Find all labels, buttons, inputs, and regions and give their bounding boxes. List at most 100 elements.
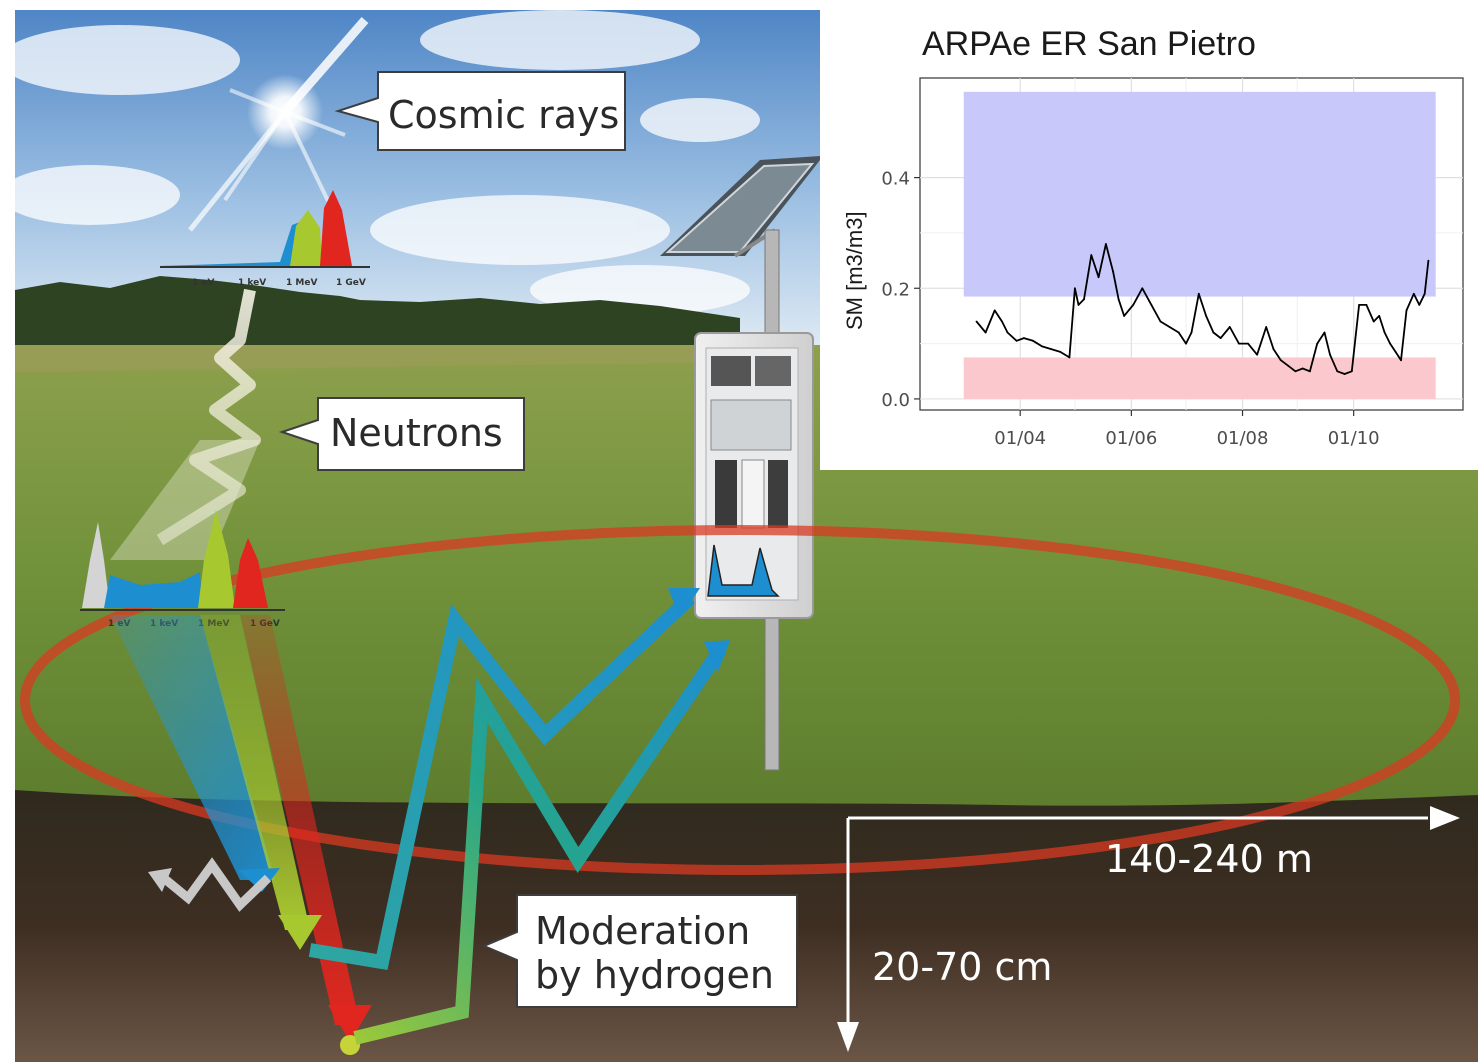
epithermal-neutron-beam (200, 615, 310, 930)
y-tick-label: 0.2 (881, 279, 910, 300)
data-point (1389, 342, 1392, 345)
data-point (1350, 370, 1353, 373)
data-point (984, 331, 987, 334)
series-layer (975, 243, 1430, 375)
data-point (1343, 373, 1346, 375)
shaded-bands (963, 91, 1436, 399)
data-point (1316, 342, 1319, 345)
data-point (1237, 342, 1240, 345)
data-point (1001, 320, 1003, 323)
data-point (1329, 353, 1331, 356)
primary-spectrum-icon (160, 190, 370, 268)
y-axis-title: SM [m3/m3] (842, 211, 867, 330)
spectrum-tick-label: 1 keV (238, 278, 266, 288)
moderation-label-line1: Moderation (535, 909, 750, 953)
data-point (1256, 353, 1258, 356)
data-point (1112, 270, 1115, 273)
moderated-neutron-path-2 (353, 646, 726, 1045)
data-point (1083, 298, 1085, 301)
data-point (975, 320, 978, 323)
data-point (1185, 342, 1187, 345)
moderation-label-line2: by hydrogen (535, 953, 774, 997)
data-point (1383, 331, 1386, 334)
data-point (1022, 337, 1025, 339)
spectrum-tick-label: 1 eV (192, 278, 214, 288)
data-point (1423, 292, 1426, 295)
data-point (1050, 348, 1053, 351)
data-point (1197, 292, 1200, 295)
dry-range-band (963, 357, 1436, 399)
data-point (993, 309, 996, 312)
moderated-neutron-path-1 (308, 592, 695, 971)
secondary-spectrum-icon (80, 510, 285, 611)
soil-moisture-chart: ARPAe ER San Pietro SM [m3/m3] 0.0 0.2 0.4… (820, 0, 1478, 470)
data-point (1190, 331, 1193, 334)
data-point (1427, 259, 1430, 262)
moderated-arrowhead-2 (704, 640, 730, 672)
data-point (1150, 303, 1153, 306)
data-point (1059, 351, 1062, 353)
y-tick-label: 0.0 (881, 390, 910, 411)
x-tick-label: 01/08 (1217, 428, 1269, 449)
y-tick-label: 0.4 (881, 169, 910, 190)
data-point (1123, 315, 1125, 317)
data-point (1287, 364, 1289, 367)
data-point (1365, 303, 1368, 306)
data-point (1141, 287, 1144, 290)
data-point (1117, 298, 1120, 301)
thermal-neutron-beam (110, 615, 275, 880)
x-axis-ticks: 01/04 01/06 01/08 01/10 (994, 410, 1380, 449)
tree-line (15, 276, 740, 360)
data-point (1272, 348, 1275, 351)
field-strip (15, 345, 740, 372)
horizontal-range-label: 140-240 m (1105, 837, 1313, 881)
spectrum-tick-label: 1 MeV (286, 278, 317, 288)
data-point (1323, 331, 1326, 334)
data-point (1177, 331, 1180, 334)
data-point (1279, 359, 1282, 362)
data-point (1015, 339, 1018, 342)
x-tick-label: 01/04 (994, 428, 1046, 449)
cosmic-rays-label: Cosmic rays (388, 93, 619, 137)
data-point (1336, 370, 1339, 373)
data-point (1265, 326, 1268, 328)
neutron-trail (110, 288, 261, 560)
data-point (1418, 303, 1421, 306)
data-point (1301, 367, 1304, 370)
optimal-range-band (963, 91, 1436, 297)
y-axis-ticks: 0.0 0.2 0.4 (881, 169, 920, 411)
x-tick-label: 01/06 (1105, 428, 1157, 449)
data-point (1358, 303, 1361, 306)
data-point (1309, 370, 1311, 373)
horizontal-arrowhead (1430, 806, 1460, 830)
neutrons-callout: Neutrons (278, 397, 525, 471)
absorbed-neutron-path (157, 857, 272, 912)
fast-neutron-beam (240, 615, 360, 1025)
sensor-enclosure (694, 332, 814, 619)
data-point (1068, 356, 1071, 359)
cosmic-rays-callout: Cosmic rays (334, 71, 626, 151)
data-point (1394, 351, 1397, 353)
cosmic-ray-sun (188, 17, 369, 232)
data-point (1212, 331, 1215, 334)
data-point (1378, 315, 1381, 317)
data-point (1412, 292, 1415, 295)
data-point (1077, 303, 1080, 306)
data-point (1132, 303, 1135, 306)
data-point (1041, 345, 1043, 348)
data-point (1032, 339, 1034, 342)
data-point (1090, 254, 1093, 256)
x-tick-label: 01/10 (1328, 428, 1380, 449)
data-point (1205, 315, 1207, 317)
data-point (1159, 320, 1162, 323)
data-point (1228, 326, 1231, 328)
primary-spectrum-ticks: 1 eV 1 keV 1 MeV 1 GeV (192, 278, 366, 288)
vertical-arrowhead (837, 1022, 859, 1052)
data-point (1372, 320, 1375, 323)
moderation-callout: Moderation by hydrogen (481, 894, 798, 1008)
beam-arrowheads (238, 868, 372, 1055)
neutrons-label: Neutrons (330, 411, 503, 455)
data-point (1006, 331, 1009, 334)
data-point (1097, 276, 1100, 279)
